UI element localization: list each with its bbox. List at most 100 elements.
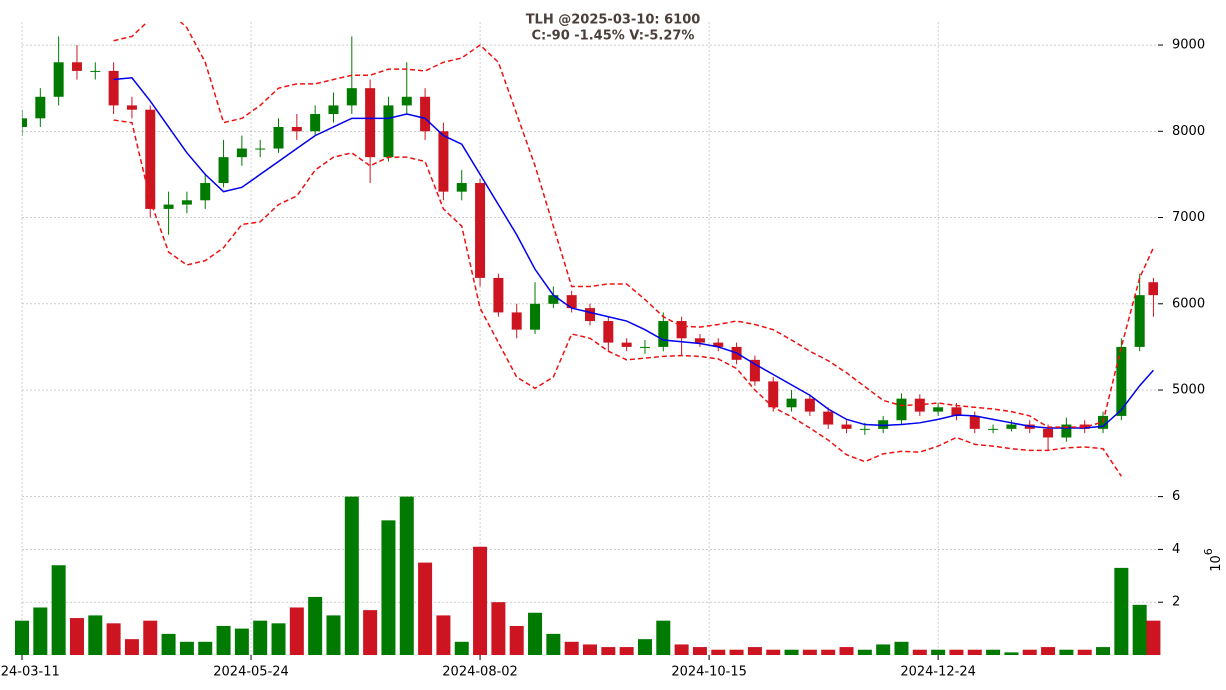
volume-bar [106, 623, 121, 655]
volume-bar [271, 623, 286, 655]
volume-bar [546, 633, 561, 655]
candle-body [273, 126, 284, 149]
candle-body [145, 109, 156, 209]
candle-body [878, 420, 889, 429]
chart-title: TLH @2025-03-10: 6100 [526, 13, 701, 28]
x-tick-label: 2024-05-24 [213, 665, 289, 680]
volume-bar [363, 610, 378, 655]
volume-bar [1022, 649, 1037, 655]
volume-bar [839, 647, 854, 655]
volume-bar [1132, 604, 1147, 655]
volume-bar [802, 649, 817, 655]
candle-body [1148, 282, 1158, 296]
volume-bar [766, 649, 781, 655]
volume-scale: 106 [1202, 548, 1224, 572]
volume-bar [289, 607, 304, 655]
volume-bar [1114, 567, 1129, 655]
axes: 5000 6000 7000 8000 9000 2 4 6 2024-03-11 2024-05… [0, 38, 1205, 680]
volume-bar [894, 641, 909, 655]
volume-bar [51, 565, 66, 655]
candle-body [511, 312, 522, 330]
volume-tick-label: 6 [1172, 489, 1180, 504]
candle-body [988, 428, 999, 430]
candle-body [823, 411, 834, 425]
volume-bar [1077, 649, 1092, 655]
candle-body [951, 407, 962, 416]
volume-bar [234, 628, 249, 655]
volume-scale-exponent: 6 [1202, 548, 1215, 555]
candle-body [603, 321, 614, 343]
candle-body [328, 105, 339, 115]
volume-bar [656, 620, 671, 655]
candle-body [530, 303, 541, 330]
candle-body [1134, 295, 1145, 347]
volume-bar [674, 644, 689, 655]
volume-bar [33, 607, 48, 655]
volume-bar [88, 615, 103, 655]
y-tick-label: 7000 [1172, 210, 1205, 225]
volume-tick-label: 4 [1172, 542, 1180, 557]
volume-bar [857, 649, 872, 655]
volume-bar [1146, 620, 1161, 655]
candle-body [365, 88, 376, 158]
volume-bar [418, 562, 433, 655]
candle-body [291, 126, 302, 132]
candle-body [859, 428, 870, 430]
volume-bar [967, 649, 982, 655]
candle-body [71, 62, 82, 71]
price-panel [22, 22, 1158, 477]
candle-body [90, 70, 101, 72]
volume-bar [931, 649, 946, 655]
candle-body [841, 424, 852, 429]
candle-body [548, 295, 559, 304]
candle-body [22, 118, 27, 127]
volume-bar [1059, 649, 1074, 655]
volume-bar [619, 647, 634, 655]
volume-bar [216, 625, 231, 655]
volume-bar [528, 612, 543, 655]
volume-bar [747, 647, 762, 655]
candle-body [383, 105, 394, 158]
indicator-line [113, 77, 1154, 429]
volume-bar [326, 615, 341, 655]
volume-tick-label: 2 [1172, 595, 1180, 610]
candle-body [218, 157, 229, 184]
volume-bar [491, 602, 506, 655]
candle-body [493, 277, 504, 313]
candle-body [346, 88, 357, 106]
y-tick-label: 8000 [1172, 124, 1205, 139]
volume-bar [949, 649, 964, 655]
candle-body [236, 148, 247, 158]
indicator-line [113, 22, 1155, 428]
candle-body [804, 398, 815, 412]
volume-bar [399, 496, 414, 655]
volume-bar [198, 641, 213, 655]
candle-body [639, 346, 650, 348]
candle-body [786, 398, 797, 408]
candle-body [456, 183, 467, 192]
candle-body [310, 114, 321, 132]
volume-bar [253, 620, 268, 655]
volume-bar [821, 649, 836, 655]
volume-bar [637, 639, 652, 655]
candle-body [768, 381, 779, 408]
candle-body [401, 96, 412, 106]
x-tick-label: 2024-03-11 [0, 665, 60, 680]
volume-bar [601, 647, 616, 655]
volume-bar [473, 546, 488, 655]
y-tick-label: 5000 [1172, 383, 1205, 398]
volume-bar [124, 639, 139, 655]
volume-bar [986, 649, 1001, 655]
volume-bar [69, 618, 84, 655]
candle-body [438, 131, 449, 192]
candle-body [676, 321, 687, 339]
candle-body [163, 204, 174, 209]
candle-body [658, 321, 669, 347]
volume-bar [509, 625, 524, 655]
candle-body [933, 407, 944, 412]
volume-bar [912, 649, 927, 655]
candle-body [1043, 428, 1054, 438]
candle-body [1116, 346, 1127, 416]
chart-subtitle: C:-90 -1.45% V:-5.27% [532, 29, 695, 44]
